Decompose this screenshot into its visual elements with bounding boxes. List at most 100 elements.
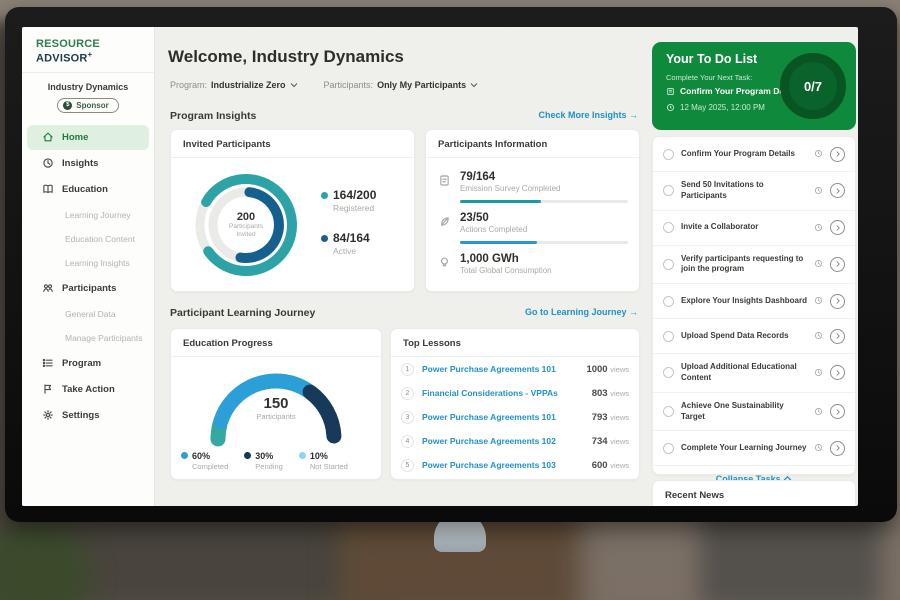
- todo-open-button[interactable]: [830, 256, 845, 272]
- chevron-right-icon: [836, 370, 840, 376]
- info-label: Actions Completed: [460, 225, 528, 234]
- todo-checkbox[interactable]: [663, 295, 674, 307]
- lesson-title-link[interactable]: Power Purchase Agreements 103: [422, 460, 556, 470]
- participants-information-card: Participants Information 79/164 Emission …: [425, 129, 640, 292]
- program-label: Program:: [170, 80, 208, 90]
- sidebar-item-home[interactable]: Home: [27, 124, 149, 150]
- check-more-insights-link[interactable]: Check More Insights →: [538, 110, 638, 120]
- gauge-legend-value-line: 10%: [298, 451, 348, 461]
- program-select[interactable]: Program: Industrialize Zero: [170, 80, 298, 90]
- chevron-right-icon: [836, 333, 840, 339]
- todo-open-button[interactable]: [830, 220, 845, 236]
- todo-open-button[interactable]: [830, 183, 845, 199]
- todo-item[interactable]: Send 50 Invitations to Participants: [653, 172, 855, 211]
- info-label: Emission Survey Completed: [460, 184, 561, 193]
- education-progress-card: Education Progress 150 Participants 60% C…: [170, 328, 382, 480]
- app-logo[interactable]: RESOURCE ADVISOR+: [22, 27, 154, 73]
- lesson-row: 1 Power Purchase Agreements 101 1000 views: [391, 357, 639, 381]
- settings-icon: [43, 410, 53, 421]
- todo-checkbox[interactable]: [663, 222, 674, 234]
- top-lessons-card: Top Lessons 1 Power Purchase Agreements 1…: [390, 328, 640, 480]
- org-name: Industry Dynamics: [47, 81, 129, 92]
- info-value: 79/164: [460, 171, 496, 183]
- todo-checkbox[interactable]: [663, 442, 674, 454]
- legend-dot-icon: [321, 191, 328, 199]
- sidebar-item-insights[interactable]: Insights: [27, 151, 149, 176]
- lesson-title-link[interactable]: Power Purchase Agreements 102: [422, 436, 556, 446]
- monitor-bezel: RESOURCE ADVISOR+ Industry Dynamics $ Sp…: [5, 7, 897, 522]
- todo-due-date: 12 May 2025, 12:00 PM: [666, 103, 765, 112]
- sidebar-item-learning-journey[interactable]: Learning Journey: [65, 209, 131, 220]
- legend-label: Completed: [192, 462, 229, 471]
- todo-open-button[interactable]: [830, 440, 845, 456]
- lesson-views: 600 views: [591, 459, 629, 471]
- todo-open-button[interactable]: [830, 293, 845, 309]
- lesson-title-link[interactable]: Financial Considerations - VPPAs: [422, 388, 558, 398]
- sidebar-item-education[interactable]: Education: [27, 177, 149, 202]
- todo-open-button[interactable]: [830, 365, 845, 381]
- todo-title: Your To Do List: [666, 52, 758, 66]
- logo-advisor: ADVISOR: [36, 52, 88, 65]
- sidebar-item-settings[interactable]: Settings: [27, 403, 149, 428]
- sidebar-item-learning-insights[interactable]: Learning Insights: [65, 257, 130, 268]
- sidebar-item-label: Settings: [62, 409, 100, 421]
- lesson-title-link[interactable]: Power Purchase Agreements 101: [422, 364, 556, 374]
- card-title: Top Lessons: [391, 329, 639, 357]
- todo-item[interactable]: Explore Your Insights Dashboard: [653, 284, 855, 320]
- chevron-right-icon: [836, 408, 840, 415]
- sidebar-item-label: Participants: [62, 282, 117, 294]
- todo-item[interactable]: Verify participants requesting to join t…: [653, 246, 855, 285]
- todo-checkbox[interactable]: [663, 367, 674, 379]
- legend-dot-icon: [181, 452, 188, 459]
- sidebar-item-manage-participants[interactable]: Manage Participants: [65, 332, 143, 343]
- sidebar-item-take-action[interactable]: Take Action: [27, 377, 149, 402]
- legend-value: 10%: [309, 451, 328, 461]
- todo-item-label: Confirm Your Program Details: [681, 148, 795, 158]
- chevron-right-icon: [836, 445, 840, 451]
- screen: RESOURCE ADVISOR+ Industry Dynamics $ Sp…: [22, 27, 858, 506]
- donut-legend-item: 84/164 Active: [321, 231, 376, 256]
- sponsor-badge-icon: $: [63, 100, 73, 110]
- todo-item[interactable]: Upload Additional Educational Content: [653, 354, 855, 393]
- progress-bar: [460, 241, 628, 244]
- todo-open-button[interactable]: [830, 328, 845, 344]
- legend-label: Active: [333, 246, 357, 256]
- participants-label: Participants:: [323, 80, 374, 90]
- participants-select[interactable]: Participants: Only My Participants: [324, 80, 479, 90]
- todo-clock: [814, 182, 823, 200]
- sidebar-item-education-content[interactable]: Education Content: [65, 233, 135, 244]
- todo-item[interactable]: Confirm Your Program Details: [653, 137, 855, 172]
- todo-checkbox[interactable]: [663, 185, 674, 197]
- lesson-views: 734 views: [591, 435, 629, 447]
- donut-legend-item: 164/200 Registered: [321, 188, 376, 213]
- sponsor-badge[interactable]: $ Sponsor: [57, 97, 119, 113]
- todo-item[interactable]: Achieve One Sustainability Target: [653, 393, 855, 432]
- todo-next-task[interactable]: Confirm Your Program Details: [666, 86, 801, 96]
- collapse-tasks-link[interactable]: Collapse Tasks: [653, 466, 855, 484]
- todo-checkbox[interactable]: [663, 148, 674, 160]
- todo-open-button[interactable]: [830, 404, 845, 420]
- info-row-content: 79/164 Emission Survey Completed: [460, 171, 628, 203]
- consumption-icon: [440, 257, 449, 267]
- todo-checkbox[interactable]: [663, 258, 674, 270]
- todo-item[interactable]: Invite a Collaborator: [653, 211, 855, 246]
- todo-item[interactable]: Upload Spend Data Records: [653, 319, 855, 355]
- sidebar-item-program[interactable]: Program: [27, 351, 149, 376]
- sidebar-item-label: Education: [62, 183, 108, 195]
- progress-bar-fill: [460, 241, 538, 244]
- info-label: Total Global Consumption: [460, 266, 552, 275]
- lesson-title-link[interactable]: Power Purchase Agreements 101: [422, 412, 556, 422]
- sidebar-item-participants[interactable]: Participants: [27, 276, 149, 301]
- info-row-content: 1,000 GWh Total Global Consumption: [460, 253, 552, 275]
- todo-open-button[interactable]: [830, 146, 845, 162]
- chevron-down-icon: [290, 80, 298, 90]
- gauge-legend-item: 10% Not Started: [298, 451, 348, 471]
- go-to-learning-journey-link[interactable]: Go to Learning Journey →: [524, 307, 638, 317]
- todo-checkbox[interactable]: [663, 406, 674, 418]
- todo-checkbox[interactable]: [663, 330, 674, 342]
- todo-item[interactable]: Complete Your Learning Journey: [653, 431, 855, 467]
- gauge-legend-value-line: 30%: [244, 451, 283, 461]
- sidebar-item-general-data[interactable]: General Data: [65, 308, 116, 319]
- logo-plus: +: [87, 50, 93, 59]
- todo-clock: [814, 255, 823, 273]
